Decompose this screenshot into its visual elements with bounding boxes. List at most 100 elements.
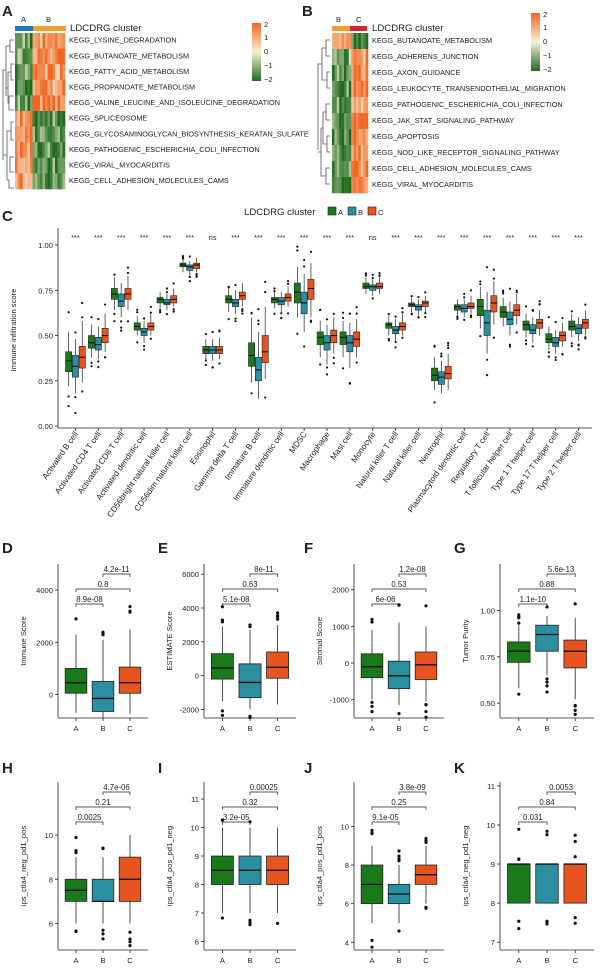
heat-cell <box>358 177 362 194</box>
heat-cell <box>339 177 342 194</box>
ylabel: ESTIMATE Score <box>165 611 174 670</box>
heat-cell <box>15 126 18 143</box>
outlier <box>538 303 541 306</box>
panel-label-k: K <box>454 760 465 777</box>
heat-cell <box>358 145 362 162</box>
heat-cell <box>35 95 38 112</box>
outlier <box>502 292 505 295</box>
heat-cell <box>339 113 342 130</box>
box <box>545 333 553 344</box>
outlier <box>573 708 577 713</box>
heat-cell <box>55 126 58 143</box>
box <box>163 299 171 306</box>
heat-cell <box>42 142 46 159</box>
significance-label: *** <box>277 233 286 242</box>
box <box>454 304 461 311</box>
outlier <box>286 312 290 315</box>
heat-cell <box>360 49 364 66</box>
heat-cell <box>52 79 56 96</box>
box <box>94 337 102 351</box>
pathway-label: KEGG_VIRAL_MYOCARDITIS <box>372 180 473 189</box>
heat-cell <box>17 126 21 143</box>
p-value: 0.00025 <box>250 783 279 792</box>
heat-cell <box>45 95 48 112</box>
outlier <box>264 280 267 283</box>
outlier <box>485 358 489 361</box>
heat-cell <box>341 113 345 130</box>
outlier <box>424 604 428 608</box>
p-value: 0.32 <box>242 798 257 807</box>
outlier <box>545 829 549 833</box>
heat-cell <box>42 48 46 65</box>
xtick-label: A <box>516 956 522 965</box>
cell-type-label: MDSC <box>288 430 309 455</box>
comparison-bracket <box>75 603 104 607</box>
heat-cell <box>62 64 66 81</box>
heat-cell <box>40 173 43 190</box>
heat-cell <box>22 157 26 174</box>
outlier <box>508 345 512 348</box>
pathway-label: KEGG_AXON_GUIDANCE <box>372 68 461 77</box>
outlier <box>128 937 132 941</box>
heat-cell <box>47 48 51 65</box>
outlier <box>370 831 374 835</box>
heat-cell <box>20 142 23 159</box>
outlier <box>280 312 283 315</box>
box <box>91 681 115 712</box>
heat-cell <box>30 111 33 127</box>
heat-cell <box>348 49 352 66</box>
heat-cell <box>40 48 43 65</box>
heat-cell <box>348 145 352 162</box>
heat-cell <box>336 161 340 178</box>
ytick-label: 10 <box>191 824 199 833</box>
heat-cell <box>344 97 347 114</box>
heat-cell <box>22 111 26 127</box>
comparison-bracket <box>222 821 251 825</box>
outlier <box>371 297 374 300</box>
outlier <box>74 851 78 855</box>
heat-cell <box>334 113 338 130</box>
legend-label-c: C <box>378 208 384 217</box>
outlier <box>479 283 482 286</box>
heat-cell <box>344 177 347 194</box>
heat-cell <box>57 95 61 112</box>
significance-label: ns <box>369 233 377 242</box>
heat-cell <box>356 177 359 194</box>
outlier <box>370 828 374 832</box>
heat-cell <box>346 113 350 130</box>
heat-cell <box>341 145 345 162</box>
heat-cell <box>45 111 48 127</box>
heat-cell <box>27 64 31 81</box>
heatmap-b-cells <box>332 33 369 194</box>
panel-i-plot: ips_ctla4_pos_pd1_neg 6 7 8 9 10 11 A B C 3.2e-05 0… <box>165 782 296 965</box>
xtick-label: B <box>544 956 549 965</box>
scale-a-tick-4: −2 <box>264 75 273 84</box>
outlier <box>573 915 577 920</box>
heat-cell <box>365 33 369 50</box>
p-value: 0.0025 <box>78 813 103 822</box>
comparison-bracket <box>398 791 427 795</box>
heat-cell <box>348 33 352 50</box>
xtick-label: B <box>247 724 252 733</box>
outlier <box>120 329 123 332</box>
heat-cell <box>332 65 335 82</box>
heat-cell <box>47 173 51 190</box>
heat-cell <box>25 126 28 143</box>
ytick-label: 7 <box>491 938 495 947</box>
outlier <box>296 249 299 252</box>
heat-cell <box>27 79 31 96</box>
xtick-label: A <box>220 724 226 733</box>
outlier <box>264 396 267 399</box>
heat-cell <box>351 145 354 162</box>
xtick-label: C <box>572 724 578 733</box>
comparison-bracket <box>371 588 427 592</box>
cluster-title-a: LDCDRG cluster <box>70 23 142 34</box>
cell-type-label: Natural killer T cell <box>354 430 400 490</box>
heat-cell <box>344 129 347 146</box>
heat-cell <box>32 95 36 112</box>
outlier <box>280 317 283 320</box>
outlier <box>188 275 191 279</box>
heat-cell <box>336 49 340 66</box>
outlier <box>204 363 207 367</box>
